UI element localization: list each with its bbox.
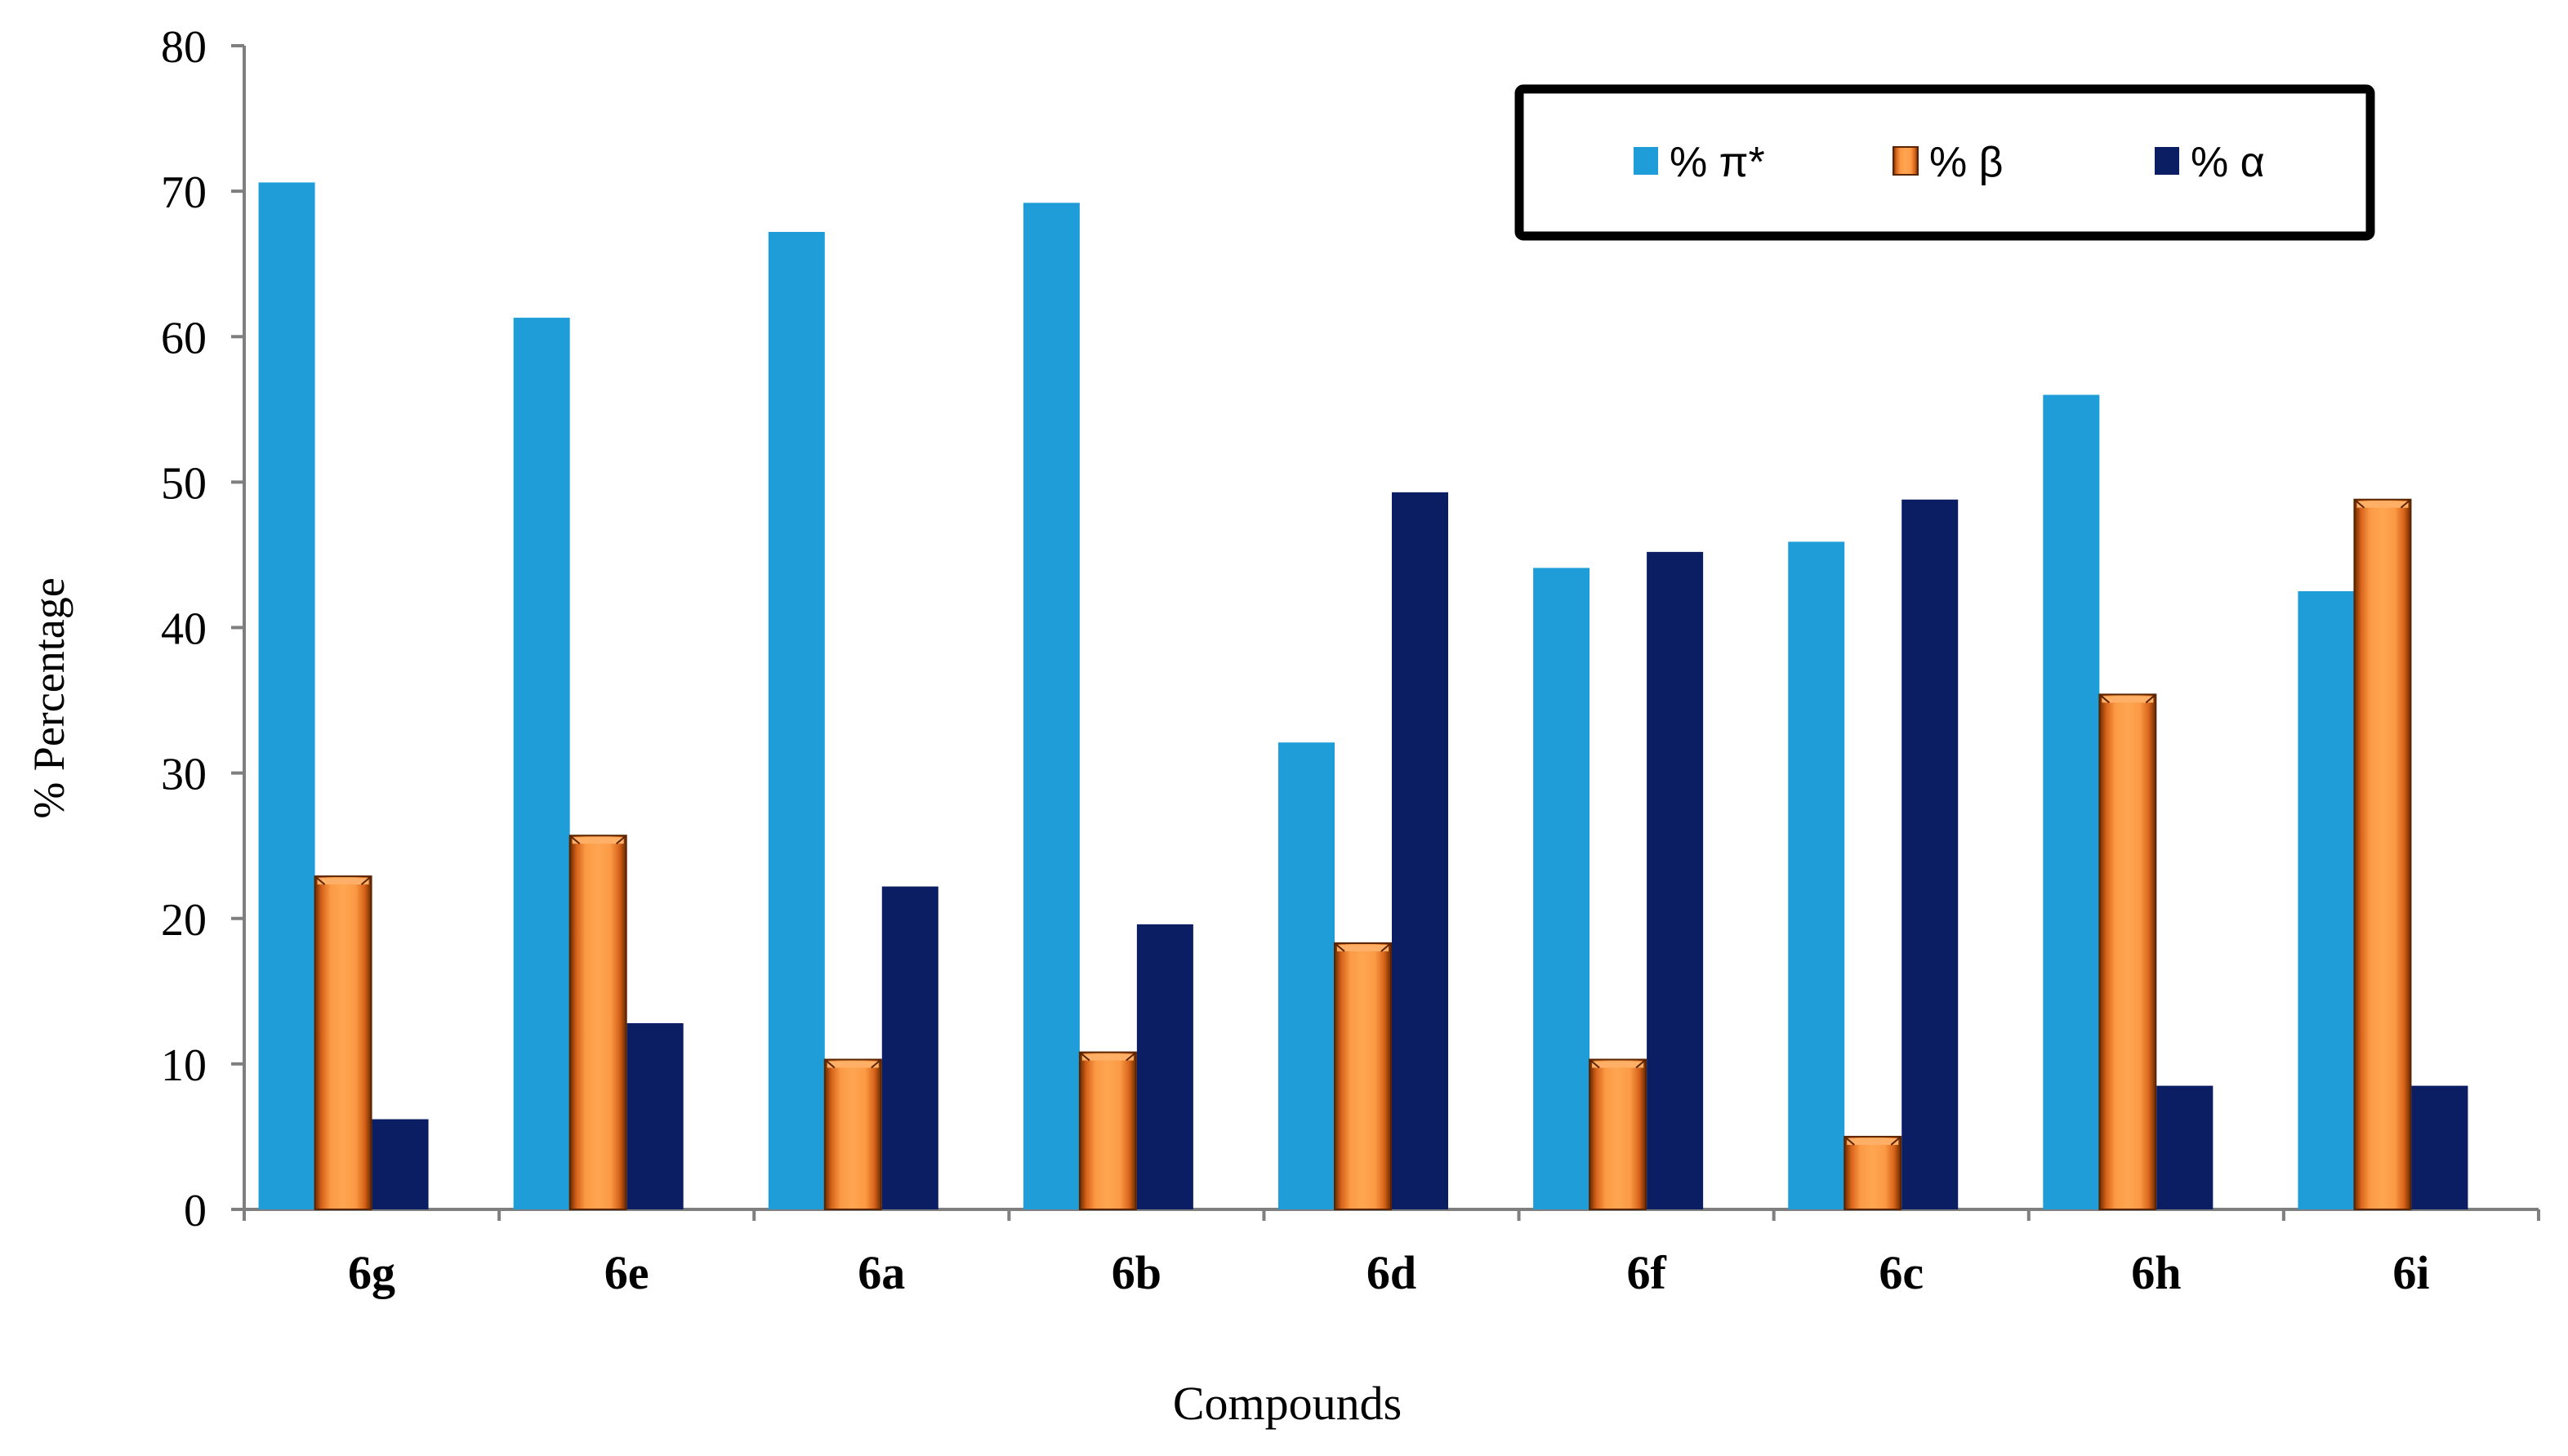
y-tick-label: 20	[161, 895, 207, 946]
bar	[1392, 492, 1448, 1209]
bar	[2411, 1085, 2468, 1209]
y-tick-label: 10	[161, 1040, 207, 1091]
legend: % π* % β % α	[1514, 84, 2375, 241]
x-tick-label: 6f	[1626, 1246, 1666, 1299]
y-tick-label: 60	[161, 313, 207, 363]
x-tick-label: 6d	[1366, 1246, 1416, 1299]
bar	[372, 1119, 429, 1209]
bar	[2043, 394, 2100, 1209]
bar	[2353, 498, 2412, 1210]
x-tick-label: 6c	[1879, 1246, 1924, 1299]
bar	[1844, 1135, 1902, 1210]
x-tick-label: 6g	[348, 1246, 395, 1299]
x-axis-title: Compounds	[1173, 1377, 1402, 1430]
bar	[881, 886, 938, 1209]
bar	[2098, 693, 2157, 1210]
legend-label: % α	[2191, 139, 2265, 186]
legend-swatch	[2155, 147, 2179, 175]
y-tick-label: 70	[161, 167, 207, 218]
bar	[1533, 568, 1590, 1209]
y-tick-label: 0	[184, 1186, 207, 1236]
legend-label: % π*	[1670, 139, 1765, 186]
y-tick-label: 80	[161, 22, 207, 73]
legend-swatch	[1634, 147, 1658, 175]
bar	[1078, 1051, 1137, 1210]
x-tick-label: 6h	[2131, 1246, 2181, 1299]
y-tick-label: 30	[161, 750, 207, 800]
tick-labels: 0 10 20 30 40 50 60 70 80 6g 6e 6a 6b 6d 6f 6c 6h 6i	[161, 22, 2430, 1299]
legend-box	[1514, 84, 2375, 241]
x-tick-label: 6e	[604, 1246, 649, 1299]
legend-item: % β	[1893, 139, 2004, 186]
bar	[1788, 541, 1845, 1209]
bar	[1901, 499, 1959, 1209]
bar	[568, 835, 627, 1210]
bar	[1136, 924, 1193, 1209]
bar	[258, 182, 315, 1209]
bar	[1334, 942, 1392, 1210]
bar	[314, 875, 372, 1210]
y-tick-label: 50	[161, 458, 207, 509]
y-axis-title: % Percentage	[25, 577, 74, 818]
legend-label: % β	[1929, 139, 2004, 186]
bar	[1023, 203, 1080, 1209]
legend-item: % α	[2155, 139, 2265, 186]
bar	[2298, 590, 2355, 1209]
x-tick-label: 6i	[2392, 1246, 2429, 1299]
bar	[626, 1023, 684, 1209]
x-tick-label: 6b	[1112, 1246, 1161, 1299]
bar	[1278, 742, 1335, 1209]
bars	[258, 182, 2468, 1210]
legend-swatch	[1893, 146, 1919, 176]
bar	[513, 318, 570, 1209]
bar	[823, 1058, 882, 1210]
legend-item: % π*	[1634, 139, 1765, 186]
bar	[2156, 1085, 2214, 1209]
bar	[1647, 551, 1704, 1209]
y-tick-label: 40	[161, 604, 207, 655]
bar	[768, 232, 825, 1209]
x-tick-label: 6a	[858, 1246, 905, 1299]
bar	[1589, 1058, 1647, 1210]
